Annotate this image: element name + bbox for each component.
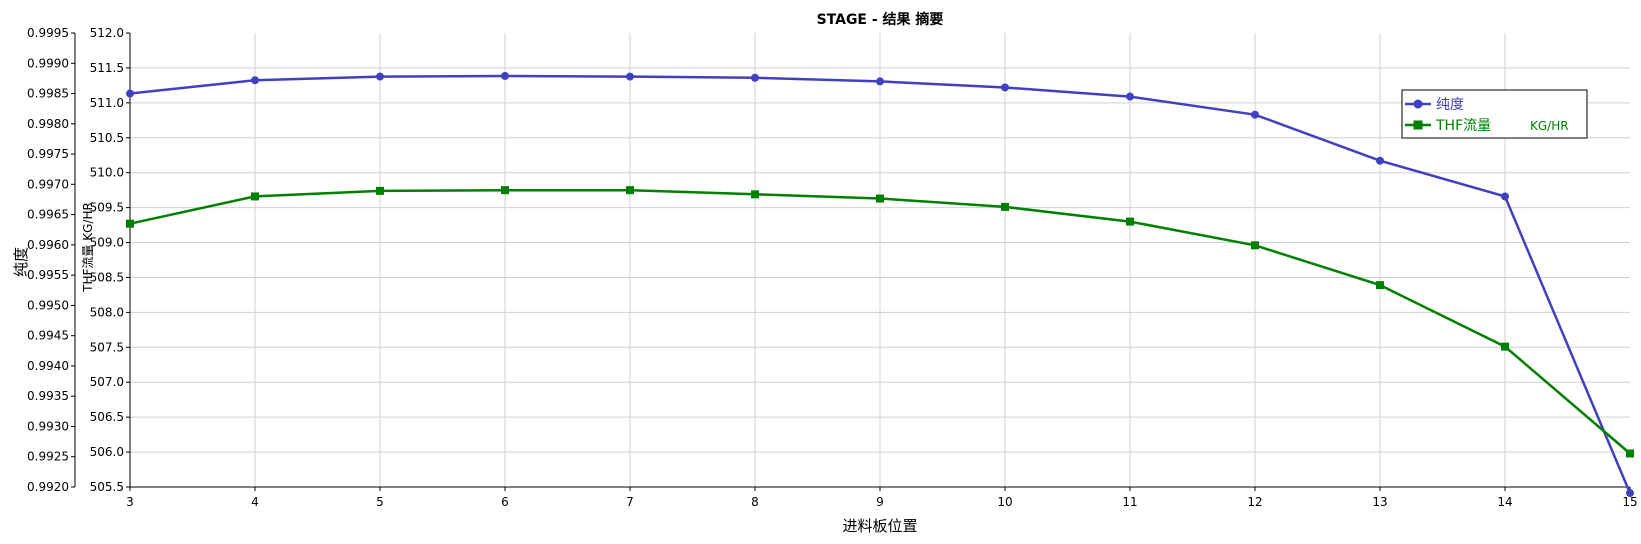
y-left-tick-label: 0.9940 — [27, 359, 69, 373]
legend-box — [1401, 89, 1588, 139]
x-tick-label: 5 — [376, 495, 384, 509]
y-right-tick-label: 506.0 — [90, 445, 124, 459]
y-left-tick-label: 0.9965 — [27, 208, 69, 222]
x-tick-label: 15 — [1622, 495, 1637, 509]
y-left-tick-label: 0.9975 — [27, 147, 69, 161]
data-point-series-0 — [1126, 92, 1134, 101]
y-left-tick-label: 0.9920 — [27, 480, 69, 494]
y-axis-left-title: 纯度 — [12, 247, 30, 277]
y-left-tick-label: 0.9925 — [27, 450, 69, 464]
x-axis-title: 进料板位置 — [842, 517, 917, 535]
legend: 纯度 THF流量 KG/HR — [1401, 89, 1588, 139]
y-right-tick-label: 508.5 — [90, 270, 124, 284]
data-point-series-0 — [1376, 156, 1384, 165]
legend-marker-thf — [1413, 120, 1423, 130]
x-tick-label: 9 — [876, 495, 884, 509]
data-point-series-1 — [1001, 202, 1009, 211]
y-left-tick-label: 0.9980 — [27, 117, 69, 131]
grid-layer — [130, 33, 1630, 487]
x-tick-label: 8 — [751, 495, 759, 509]
data-point-series-1 — [1626, 449, 1634, 458]
y-right-tick-label: 509.5 — [90, 201, 124, 215]
series-layer — [126, 71, 1634, 498]
data-point-series-1 — [1126, 217, 1134, 226]
y-left-tick-label: 0.9985 — [27, 87, 69, 101]
y-left-tick-label: 0.9970 — [27, 177, 69, 191]
x-tick-label: 10 — [997, 495, 1012, 509]
data-point-series-0 — [626, 72, 634, 81]
data-point-series-1 — [501, 186, 509, 195]
data-point-series-0 — [876, 77, 884, 86]
y-right-tick-label: 507.5 — [90, 340, 124, 354]
data-point-series-1 — [626, 186, 634, 195]
data-point-series-0 — [1001, 83, 1009, 92]
legend-marker-purity — [1413, 99, 1423, 109]
y-left-tick-label: 0.9930 — [27, 419, 69, 433]
data-point-series-1 — [1501, 342, 1509, 351]
y-right-tick-label: 511.0 — [90, 96, 124, 110]
x-tick-label: 3 — [126, 495, 134, 509]
legend-unit-thf: KG/HR — [1530, 119, 1569, 133]
y-right-tick-label: 505.5 — [90, 480, 124, 494]
y-right-tick-label: 508.0 — [90, 305, 124, 319]
data-point-series-0 — [751, 73, 759, 82]
legend-label-purity: 纯度 — [1436, 97, 1464, 113]
y-left-tick-label: 0.9945 — [27, 329, 69, 343]
data-point-series-0 — [1501, 192, 1509, 201]
x-tick-label: 6 — [501, 495, 509, 509]
y-left-tick-label: 0.9995 — [27, 26, 69, 40]
x-tick-label: 4 — [251, 495, 259, 509]
data-point-series-1 — [376, 186, 384, 195]
y-left-tick-label: 0.9990 — [27, 56, 69, 70]
data-point-series-0 — [376, 72, 384, 81]
y-left-tick-label: 0.9935 — [27, 389, 69, 403]
x-tick-label: 11 — [1122, 495, 1137, 509]
y-right-tick-label: 512.0 — [90, 26, 124, 40]
axis-layer — [71, 32, 1631, 491]
chart-title: STAGE - 结果 摘要 — [817, 11, 944, 28]
y-right-tick-label: 510.5 — [90, 131, 124, 145]
x-tick-label: 12 — [1247, 495, 1262, 509]
x-tick-label: 13 — [1372, 495, 1387, 509]
y-right-tick-label: 509.0 — [90, 236, 124, 250]
y-right-tick-label: 507.0 — [90, 375, 124, 389]
y-right-tick-label: 511.5 — [90, 61, 124, 75]
x-tick-label: 7 — [626, 495, 634, 509]
y-left-tick-label: 0.9950 — [27, 298, 69, 312]
tick-layer: 3 4 5 6 7 8 9 10 11 12 13 14 15 505.5 506.0 506.5 507.0 5… — [27, 26, 1638, 509]
data-point-series-1 — [126, 219, 134, 228]
data-point-series-1 — [1376, 281, 1384, 290]
y-right-tick-label: 510.0 — [90, 166, 124, 180]
data-point-series-0 — [501, 71, 509, 80]
data-point-series-0 — [1251, 110, 1259, 119]
legend-label-thf: THF流量 — [1435, 118, 1491, 134]
data-point-series-0 — [251, 76, 259, 85]
data-point-series-1 — [751, 190, 759, 199]
y-left-tick-label: 0.9960 — [27, 238, 69, 252]
y-right-tick-label: 506.5 — [90, 410, 124, 424]
data-point-series-1 — [876, 194, 884, 203]
data-point-series-1 — [1251, 241, 1259, 250]
data-point-series-1 — [251, 192, 259, 201]
data-point-series-0 — [1626, 489, 1634, 498]
data-point-series-0 — [126, 89, 134, 98]
y-left-tick-label: 0.9955 — [27, 268, 69, 282]
y-axis-right-title: THF流量 KG/HR — [81, 202, 95, 293]
x-tick-label: 14 — [1497, 495, 1512, 509]
